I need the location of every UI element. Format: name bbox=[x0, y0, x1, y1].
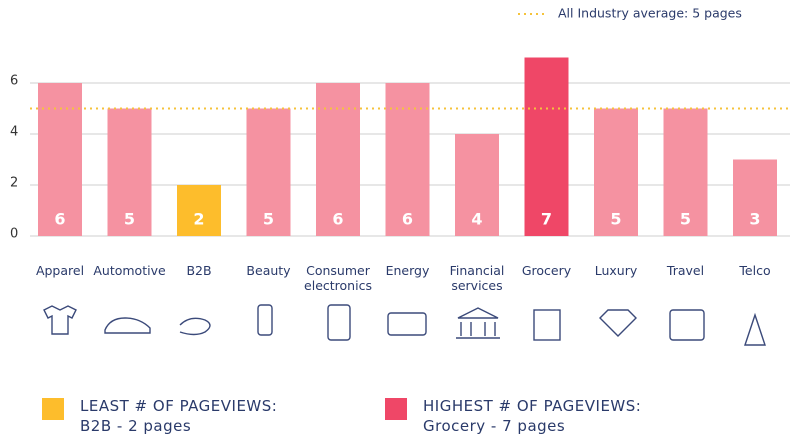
callout-swatch bbox=[42, 398, 64, 420]
callout-text: Grocery - 7 pages bbox=[423, 417, 566, 435]
y-tick-label: 2 bbox=[10, 176, 18, 191]
bar bbox=[524, 57, 569, 236]
callout-title: LEAST # OF PAGEVIEWS: bbox=[80, 397, 278, 415]
y-tick-label: 0 bbox=[10, 227, 18, 242]
icons bbox=[43, 304, 766, 346]
callout-text: B2B - 2 pages bbox=[80, 417, 192, 435]
bar bbox=[455, 134, 499, 236]
bar bbox=[385, 83, 430, 236]
x-tick-label: Grocery bbox=[521, 263, 572, 278]
y-tick-label: 4 bbox=[10, 125, 18, 140]
icon-financial bbox=[456, 307, 500, 339]
bar bbox=[594, 108, 638, 236]
icon-b2b bbox=[179, 317, 211, 336]
x-tick-label: Travel bbox=[666, 263, 705, 278]
x-tick-label: Consumer electronics bbox=[304, 263, 372, 293]
bar bbox=[733, 159, 777, 236]
callout-swatch bbox=[385, 398, 407, 420]
icon-grocery bbox=[533, 309, 561, 341]
data-label: 2 bbox=[193, 210, 204, 229]
data-label: 5 bbox=[610, 210, 621, 229]
data-label: 5 bbox=[124, 210, 135, 229]
data-label: 5 bbox=[680, 210, 691, 229]
callout-title: HIGHEST # OF PAGEVIEWS: bbox=[423, 397, 642, 415]
icon-luxury bbox=[599, 309, 637, 337]
data-label: 7 bbox=[541, 210, 552, 229]
data-label: 6 bbox=[402, 210, 413, 229]
legend-label: All Industry average: 5 pages bbox=[558, 6, 742, 21]
x-tick-label: Luxury bbox=[594, 263, 638, 278]
x-tick-label: Financial services bbox=[449, 263, 505, 293]
icon-automotive bbox=[104, 317, 151, 334]
data-label: 6 bbox=[54, 210, 65, 229]
bar bbox=[246, 108, 291, 236]
x-tick-label: Apparel bbox=[35, 263, 85, 278]
icon-apparel bbox=[43, 305, 77, 335]
icon-travel bbox=[669, 309, 705, 341]
bar bbox=[177, 185, 221, 236]
icon-beauty bbox=[257, 304, 273, 336]
bar bbox=[107, 108, 152, 236]
x-tick-label: Telco bbox=[739, 263, 771, 278]
x-tick-label: Beauty bbox=[246, 263, 291, 278]
icon-telco bbox=[744, 312, 766, 346]
data-label: 6 bbox=[332, 210, 343, 229]
icon-electronics bbox=[327, 304, 351, 341]
x-tick-label: B2B bbox=[186, 263, 212, 278]
data-label: 4 bbox=[471, 210, 482, 229]
x-tick-label: Automotive bbox=[93, 263, 166, 278]
x-tick-label: Energy bbox=[385, 263, 430, 278]
y-tick-label: 6 bbox=[10, 74, 18, 89]
bar bbox=[663, 108, 708, 236]
data-label: 3 bbox=[749, 210, 760, 229]
icon-energy bbox=[387, 312, 427, 336]
data-label: 5 bbox=[263, 210, 274, 229]
